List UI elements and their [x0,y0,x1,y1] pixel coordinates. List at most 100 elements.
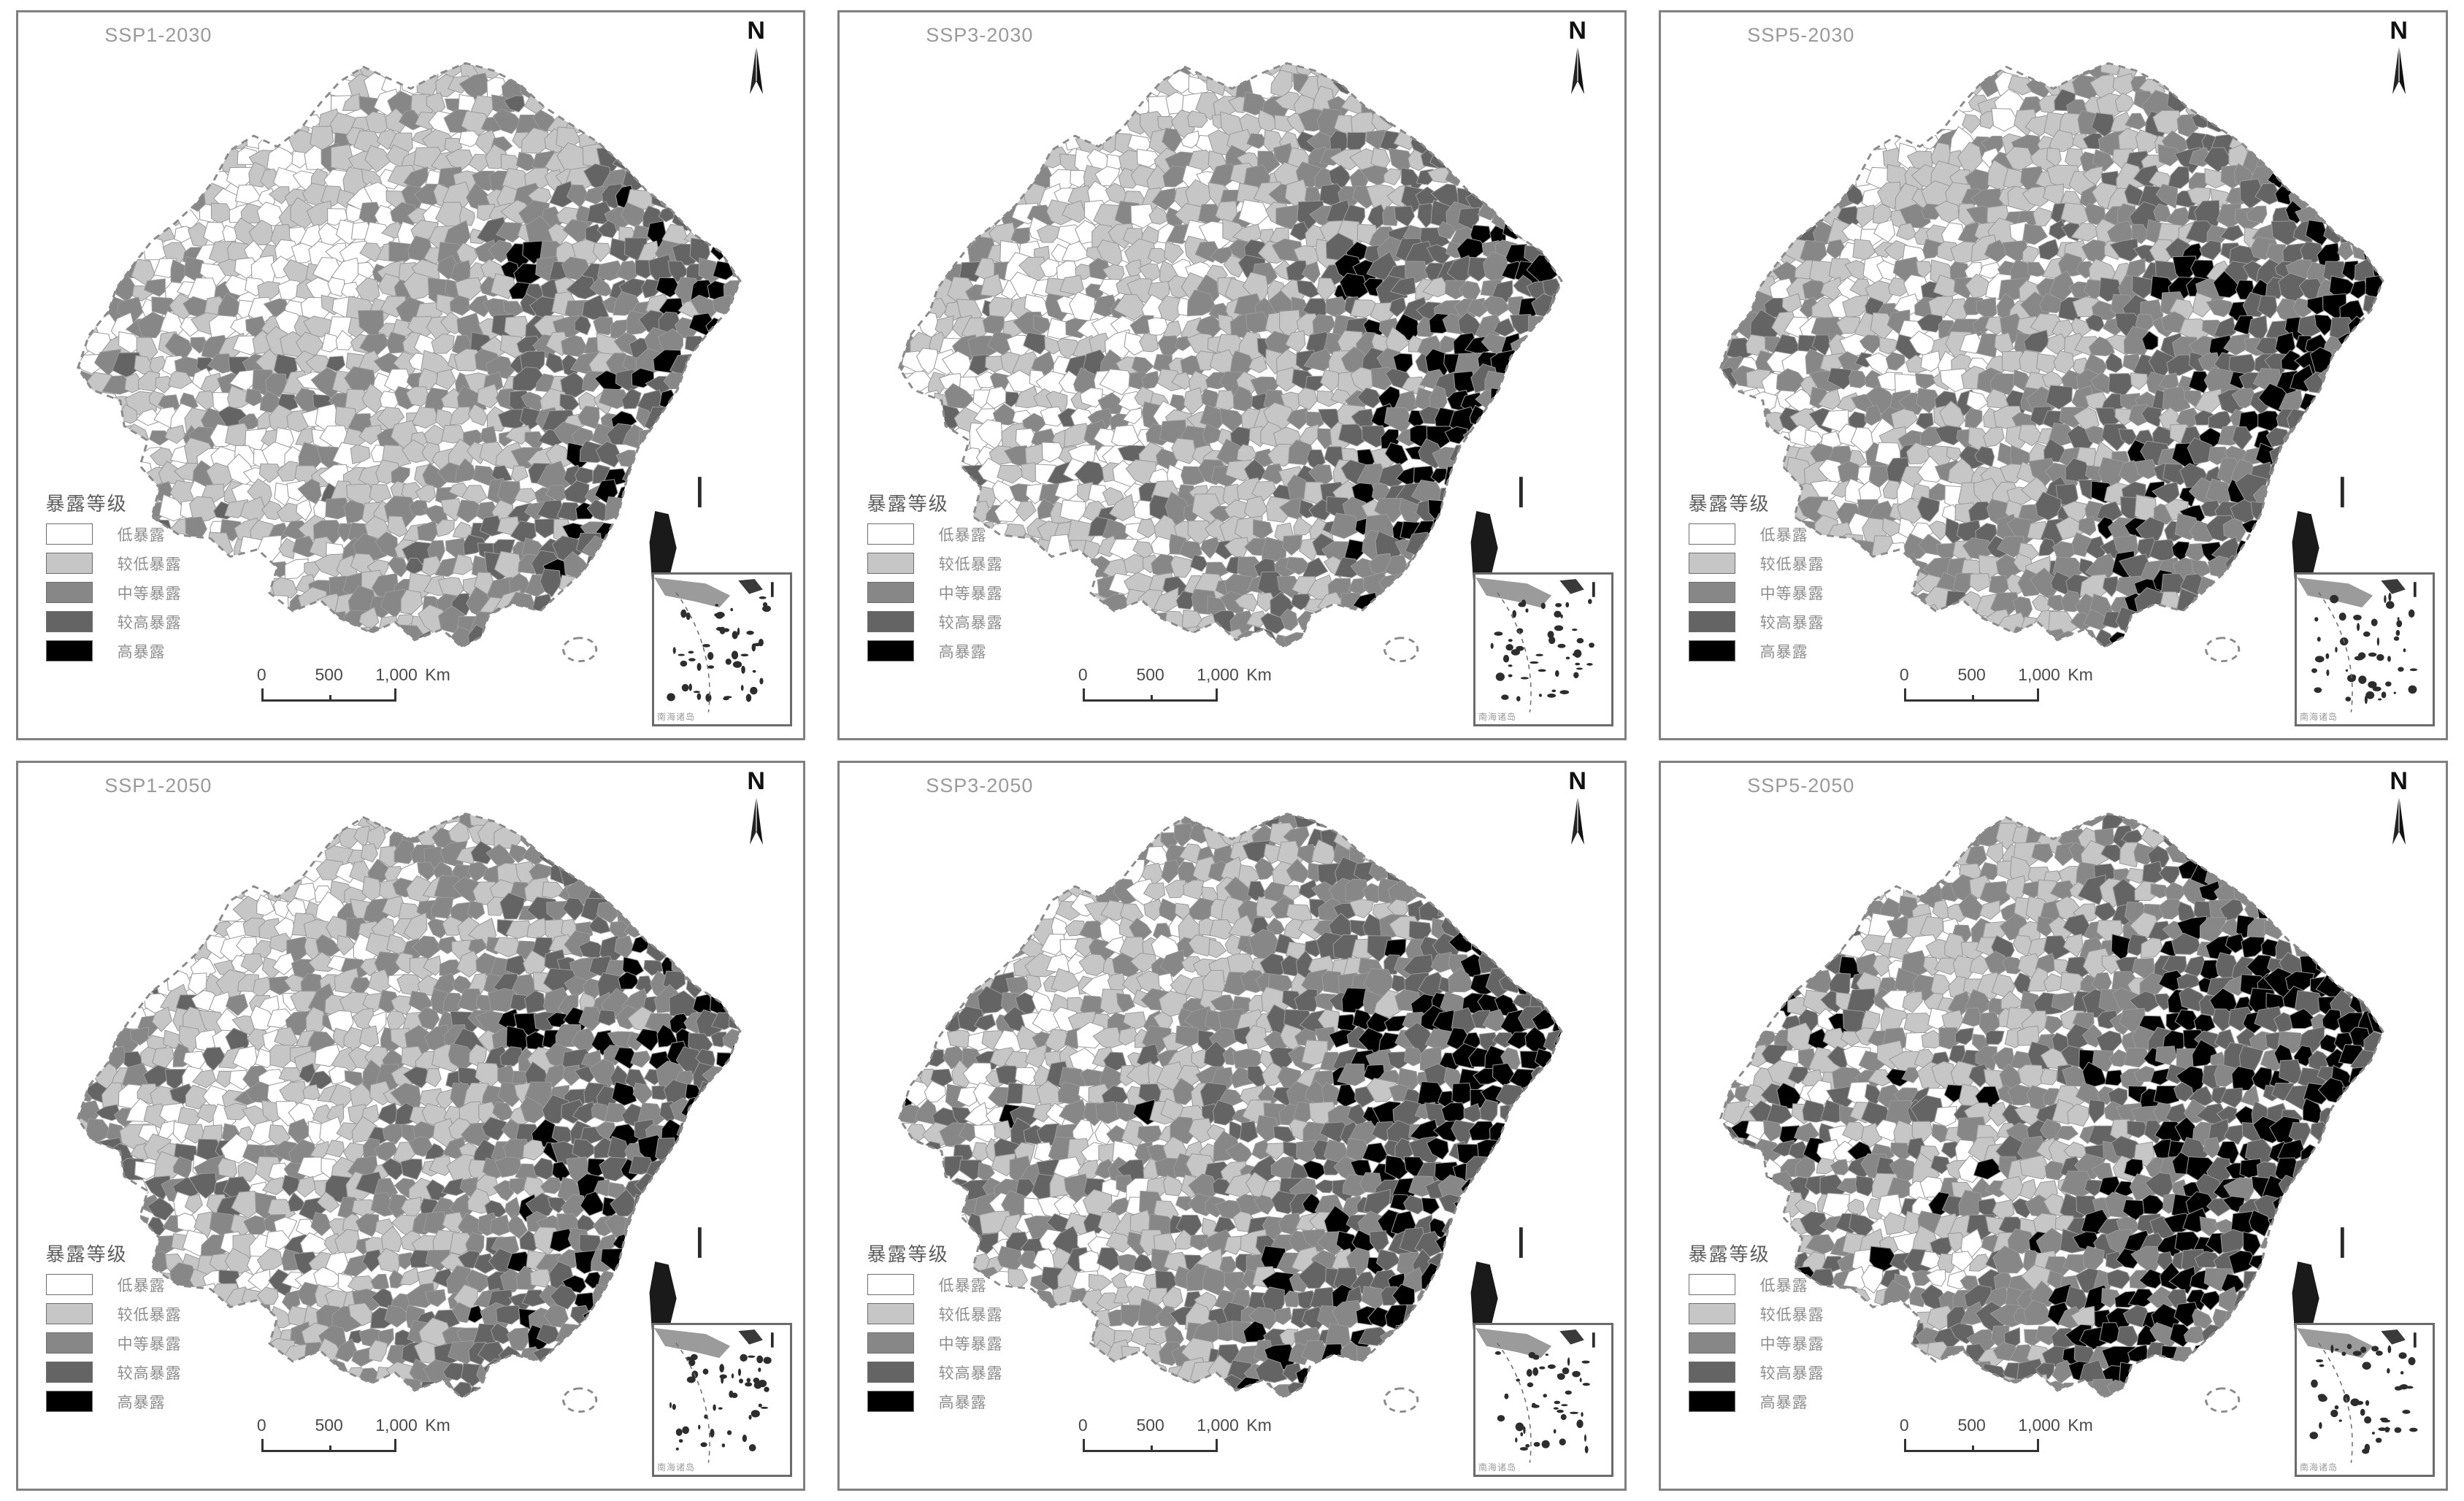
china-choropleth [1719,62,2384,662]
scale-unit: Km [1246,1416,1272,1435]
map-legend: 暴露等级低暴露较低暴露中等暴露较高暴露高暴露 [867,1240,1003,1420]
scale-tick-0: 0 [1899,1416,1909,1435]
scale-bar: 0 500 1,000 Km [1900,1416,2108,1453]
north-arrow-label: N [2390,16,2408,45]
map-legend: 暴露等级 低暴露 较低暴露 中等暴露 较高暴露 高暴露 [45,1240,182,1420]
legend-label: 较低暴露 [938,1306,1003,1324]
inset-map [2296,1328,2418,1463]
legend-label: 较低暴露 [117,556,182,573]
legend-swatch [45,582,93,604]
legend-swatch [867,1362,914,1383]
legend-label: 较高暴露 [117,614,182,632]
legend-title: 暴露等级 [867,1243,949,1265]
legend-swatch [867,611,914,633]
south-china-sea-inset: 南海诸岛 [2294,572,2435,727]
legend-row: 较低暴露 [45,1303,182,1325]
map-panel-ssp5-2050: SSP5-2050 N 暴露等级 低暴露 较低暴露 中等暴露 较高暴露 高暴露 0 500 1,00… [1643,750,2464,1501]
legend-swatch [867,1332,914,1354]
north-arrow-icon: N [2377,16,2421,96]
legend-swatch [1688,611,1735,633]
north-arrow-icon: N [1556,769,1600,846]
legend-row: 较高暴露 [867,1362,1003,1383]
inset-label: 南海诸岛 [2299,1462,2338,1473]
south-china-sea-inset: 南海诸岛 [651,1323,792,1478]
map-frame: SSP1-2050 N 暴露等级 低暴露 较低暴露 中等暴露 较高暴露 高暴露 0 500 1,00… [16,761,805,1491]
scale-bar: 0 500 1,000 Km [1900,665,2108,702]
legend-title: 暴露等级 [867,492,949,515]
legend-row: 较高暴露 [45,611,182,633]
map-panel-ssp1-2030: SSP1-2030 N 暴露等级 低暴露 较低暴露 中等暴露 较高暴露 高暴露 0 500 1,00… [0,0,821,750]
scale-tick-500: 500 [315,665,343,685]
legend-row: 较高暴露 [1688,1362,1824,1383]
panel-title: SSP5-2050 [1747,774,1855,796]
scale-bar-graphic [261,1437,466,1453]
legend-label: 较高暴露 [1759,1364,1824,1382]
legend-label: 中等暴露 [117,1335,182,1353]
legend-label: 中等暴露 [938,1335,1003,1353]
north-arrow-icon: N [734,18,778,96]
legend-row: 高暴露 [867,640,1003,662]
legend-title: 暴露等级 [1688,1243,1770,1265]
scale-bar-labels: 0 500 1,000 Km [1078,665,1287,685]
scale-tick-1000: 1,000 [2018,1416,2060,1435]
scale-bar: 0 500 1,000 Km [1078,1416,1287,1453]
legend-label: 低暴露 [1759,526,1808,544]
scale-tick-1000: 1,000 [1197,665,1239,685]
legend-label: 高暴露 [938,643,987,661]
north-arrow-icon: N [2377,767,2421,846]
map-legend: 暴露等级 低暴露 较低暴露 中等暴露 较高暴露 高暴露 [45,489,182,669]
scale-bar-graphic [1904,1437,2108,1453]
map-panel-ssp5-2030: SSP5-2030 N 暴露等级 低暴露 较低暴露 中等暴露 较高暴露 高暴露 0 500 1,00… [1643,0,2464,750]
map-legend: 暴露等级 低暴露 较低暴露 中等暴露 较高暴露 高暴露 [1688,1240,1824,1420]
map-legend: 暴露等级 低暴露 较低暴露 中等暴露 较高暴露 高暴露 [867,489,1003,669]
legend-row: 低暴露 [1688,523,1824,545]
legend-swatch [867,640,914,662]
legend-swatch [1688,1391,1735,1413]
legend-swatch [45,553,93,575]
legend-label: 较低暴露 [1759,1306,1824,1324]
scale-bar-labels: 0 500 1,000 Km [1900,1416,2108,1435]
scale-unit: Km [2068,1416,2093,1435]
legend-label: 中等暴露 [117,585,182,602]
legend-row: 中等暴露 [1688,582,1824,604]
scale-tick-1000: 1,000 [375,1416,418,1435]
legend-row: 高暴露 [867,1391,1003,1413]
scale-bar-graphic [1083,687,1287,702]
legend-row: 较低暴露 [45,553,182,575]
legend-label: 高暴露 [1759,1394,1808,1411]
map-frame: SSP5-2030 N 暴露等级 低暴露 较低暴露 中等暴露 较高暴露 高暴露 0 500 1,00… [1659,10,2448,740]
scale-tick-0: 0 [1078,665,1088,685]
legend-row: 低暴露 [867,1274,1003,1296]
scale-unit: Km [425,1416,450,1435]
map-frame: SSP5-2050 N 暴露等级 低暴露 较低暴露 中等暴露 较高暴露 高暴露 0 500 1,00… [1659,761,2448,1491]
south-china-sea-inset: 南海诸岛 [1473,572,1613,727]
legend-label: 较高暴露 [1759,614,1824,632]
legend-label: 低暴露 [117,1277,166,1294]
legend-label: 高暴露 [938,1394,987,1411]
scale-bar-labels: 0 500 1,000 Km [1900,665,2108,684]
legend-swatch [867,553,914,575]
legend-title: 暴露等级 [1688,492,1770,515]
panel-title: SSP1-2050 [104,774,212,796]
legend-row: 中等暴露 [45,582,182,604]
legend-title: 暴露等级 [45,492,128,515]
legend-row: 低暴露 [45,523,182,545]
legend-label: 低暴露 [938,1277,987,1294]
inset-map [653,1328,774,1463]
north-arrow-glyph [749,44,763,94]
scale-unit: Km [1246,665,1272,685]
legend-row: 中等暴露 [867,1332,1003,1354]
scale-tick-0: 0 [1899,665,1909,685]
scale-tick-1000: 1,000 [375,665,418,685]
north-arrow-glyph [2392,44,2406,94]
scale-bar: 0 500 1,000 Km [1078,665,1287,702]
legend-label: 较高暴露 [938,1364,1003,1382]
inset-label: 南海诸岛 [656,1462,695,1473]
legend-label: 较低暴露 [1759,556,1824,573]
scale-tick-500: 500 [1957,1416,1986,1435]
north-arrow-glyph [1570,794,1584,845]
legend-row: 较低暴露 [1688,1303,1824,1325]
scale-unit: Km [425,665,450,685]
legend-swatch [45,523,93,545]
north-arrow-label: N [2390,767,2408,795]
